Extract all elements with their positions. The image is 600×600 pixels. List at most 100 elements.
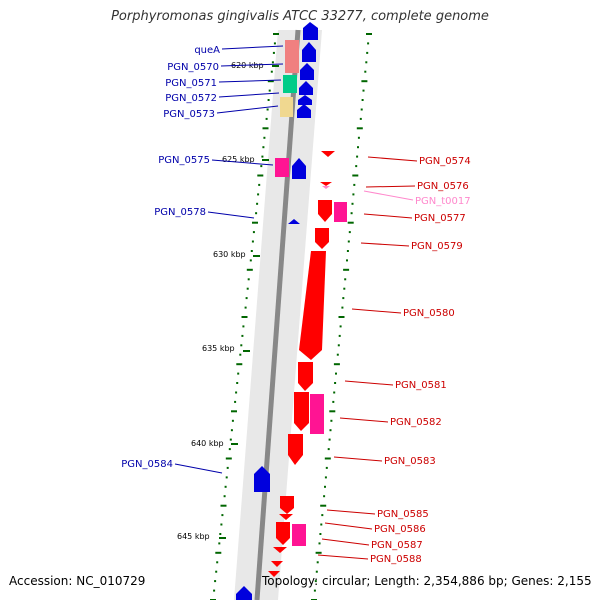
right-tick-dot: [343, 268, 350, 271]
label-pgn0587[interactable]: PGN_0587: [371, 540, 423, 551]
left-tick-dot: [260, 165, 263, 168]
gene-arrow-e[interactable]: [298, 95, 312, 105]
page-title: Porphyromonas gingivalis ATCC 33277, com…: [111, 9, 489, 24]
gene-box-queA[interactable]: [285, 40, 299, 73]
gene-arrow-pgn0584[interactable]: [254, 466, 270, 492]
label-pgn0573[interactable]: PGN_0573: [163, 109, 215, 120]
leader-pgn0581: [344, 380, 394, 386]
gene-arrow-pgn0580[interactable]: [299, 251, 326, 360]
label-pgn0581[interactable]: PGN_0581: [395, 380, 447, 391]
gene-arrow-pgn0587[interactable]: [276, 522, 290, 545]
right-tick-dot: [360, 108, 363, 111]
left-tick-dot: [271, 61, 274, 64]
gene-arrow-pgn0575[interactable]: [292, 158, 306, 179]
right-tick-dot: [315, 551, 322, 554]
gene-box-pgn0575-pink[interactable]: [275, 158, 289, 177]
label-pgn0583[interactable]: PGN_0583: [384, 456, 436, 467]
right-tick-dot: [344, 278, 347, 281]
gene-arrow-pgn0578[interactable]: [288, 219, 300, 224]
gene-arrow-pgn0582[interactable]: [294, 392, 309, 431]
label-pgn0576[interactable]: PGN_0576: [417, 181, 469, 192]
left-tick-dot: [256, 202, 259, 205]
gene-box-pgn0573[interactable]: [280, 97, 293, 117]
right-tick-dot: [334, 382, 337, 384]
gene-box-pgn0582-pink[interactable]: [310, 394, 324, 434]
leader-pgn0585: [326, 509, 376, 515]
left-tick-dot: [241, 316, 248, 318]
backbone-line: [254, 29, 301, 600]
accession-text: Accession: NC_010729: [9, 574, 146, 588]
gene-arrow-small-1[interactable]: [271, 561, 283, 567]
gene-arrow-pgn0576[interactable]: [320, 182, 332, 186]
gene-box-pgn0577-pink[interactable]: [334, 202, 347, 222]
scale-label-635: 635 kbp: [202, 344, 235, 353]
label-pgn0580[interactable]: PGN_0580: [403, 308, 455, 319]
forward-strand-features: [268, 151, 347, 577]
right-tick-dot: [333, 363, 340, 366]
right-tick-dot: [329, 410, 336, 413]
gene-arrow-c[interactable]: [300, 63, 314, 80]
right-tick-dot: [330, 419, 333, 422]
left-tick-dot: [267, 80, 274, 83]
gene-arrow-a[interactable]: [303, 22, 318, 40]
right-tick-dot: [316, 561, 319, 564]
right-tick-dot: [318, 542, 321, 545]
label-pgn0588[interactable]: PGN_0588: [370, 554, 422, 565]
label-pgn0586[interactable]: PGN_0586: [374, 524, 426, 535]
label-queA[interactable]: queA: [194, 45, 220, 56]
gene-arrow-pgn0586[interactable]: [279, 514, 293, 520]
gene-arrow-d[interactable]: [299, 81, 313, 95]
label-pgn0585[interactable]: PGN_0585: [377, 509, 429, 520]
right-tick-dot: [338, 334, 341, 337]
left-tick-dot: [214, 580, 217, 583]
label-pgn0571[interactable]: PGN_0571: [165, 78, 217, 89]
reverse-strand-features: [236, 22, 318, 600]
gene-arrow-pgn0585[interactable]: [280, 496, 294, 514]
gene-arrow-pgn0579[interactable]: [315, 228, 329, 249]
label-pgn0577[interactable]: PGN_0577: [414, 213, 466, 224]
gene-arrow-small-2[interactable]: [268, 571, 280, 577]
gene-box-pgn0571[interactable]: [283, 75, 297, 93]
gene-arrow-pgn0583[interactable]: [288, 434, 303, 465]
label-pgn0574[interactable]: PGN_0574: [419, 156, 471, 167]
scale-label-640: 640 kbp: [191, 439, 224, 448]
label-pgn0579[interactable]: PGN_0579: [411, 241, 463, 252]
right-tick-dot: [324, 476, 327, 479]
left-tick-dot: [270, 70, 273, 73]
gene-arrow-b[interactable]: [302, 42, 316, 62]
right-tick-dot: [356, 127, 363, 130]
label-pgn0582[interactable]: PGN_0582: [390, 417, 442, 428]
label-pgn0575[interactable]: PGN_0575: [158, 155, 210, 166]
left-tick-dot: [235, 391, 238, 394]
gene-arrow-pgn0577[interactable]: [318, 200, 332, 222]
leader-pgn0573: [216, 105, 279, 114]
left-tick-dot: [268, 89, 271, 92]
right-tick-dot: [347, 240, 350, 243]
left-tick-dot: [266, 108, 269, 111]
left-tick-dot: [273, 42, 276, 45]
right-tick-dot: [339, 325, 342, 328]
right-tick-dot: [337, 344, 340, 347]
label-pgn0584[interactable]: PGN_0584: [121, 459, 173, 470]
left-tick-dot: [236, 363, 243, 366]
label-pgn0572[interactable]: PGN_0572: [165, 93, 217, 104]
label-pgn-t0017[interactable]: PGN_t0017: [415, 196, 471, 207]
leader-pgn0574: [367, 156, 418, 162]
right-tick-ring: [311, 33, 372, 600]
gene-arrow-pgn0588[interactable]: [273, 547, 287, 553]
gene-arrow-pgn0581[interactable]: [298, 362, 313, 391]
gene-box-pgn0587-pink[interactable]: [292, 524, 306, 546]
label-pgn0578[interactable]: PGN_0578: [154, 207, 206, 218]
left-tick-dot: [228, 448, 231, 451]
left-tick-dot: [265, 117, 268, 120]
right-tick-dot: [346, 259, 348, 262]
gene-arrow-bottom[interactable]: [236, 586, 252, 600]
gene-arrow-pgn0574[interactable]: [321, 151, 335, 157]
gene-arrow-f[interactable]: [297, 104, 311, 118]
label-pgn0570[interactable]: PGN_0570: [167, 62, 219, 73]
trna-pgn_t0017[interactable]: [322, 186, 330, 189]
right-tick-dot: [329, 429, 332, 432]
right-tick-dot: [341, 306, 344, 309]
right-tick-dot: [338, 316, 345, 318]
right-tick-dot: [324, 485, 326, 488]
